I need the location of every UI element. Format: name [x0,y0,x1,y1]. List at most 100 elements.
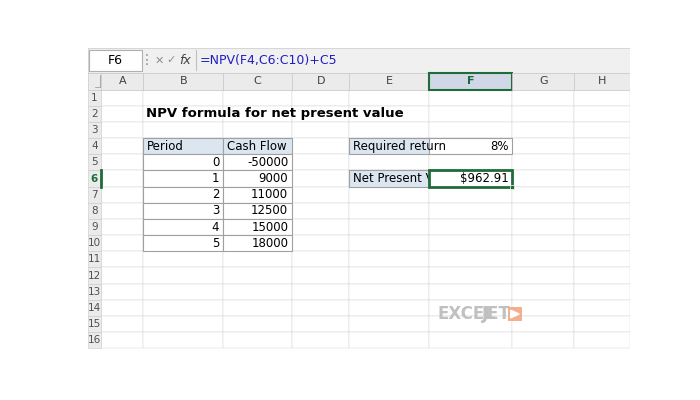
Bar [144,90,223,106]
Bar [349,284,429,300]
Bar [349,316,429,332]
Bar [88,332,102,348]
Bar [88,300,102,316]
Bar [223,235,292,251]
Bar [574,203,630,219]
Bar [574,235,630,251]
Bar [292,138,349,154]
Bar [144,106,223,122]
Bar [102,90,144,106]
Text: 11: 11 [88,254,101,264]
Bar [102,203,144,219]
Bar [292,235,349,251]
Text: JET: JET [482,305,511,323]
Bar [144,284,223,300]
Bar [292,284,349,300]
Bar [144,73,223,90]
Bar [512,73,574,90]
Text: F6: F6 [108,54,123,67]
Bar [88,316,102,332]
Bar [88,186,102,203]
Text: 12500: 12500 [251,204,288,217]
Bar [102,154,144,170]
Text: 2: 2 [211,188,219,201]
Bar [223,186,292,203]
Bar [144,219,223,235]
Bar [512,90,574,106]
Bar [88,106,102,122]
Text: 4: 4 [211,220,219,234]
Bar [292,268,349,284]
Text: 8: 8 [91,206,98,216]
Bar [144,186,223,203]
Bar [292,332,349,348]
Bar [223,73,292,90]
Bar [223,251,292,268]
Bar [574,219,630,235]
Bar [223,219,292,235]
Bar [574,332,630,348]
Bar [429,219,512,235]
Bar [88,138,102,154]
Bar [429,268,512,284]
Bar [88,203,102,219]
Bar [223,138,292,154]
Bar [144,170,223,186]
Text: fx: fx [179,54,191,67]
Bar [102,170,144,186]
Text: Period: Period [147,140,184,153]
Bar [89,50,141,71]
Text: 10: 10 [88,238,101,248]
Bar [429,251,512,268]
Bar [102,316,144,332]
Text: 3: 3 [91,125,98,135]
Bar [349,170,429,186]
Bar [512,154,574,170]
Text: =NPV(F4,C6:C10)+C5: =NPV(F4,C6:C10)+C5 [200,54,337,67]
Bar [512,284,574,300]
Bar [512,203,574,219]
Text: 0: 0 [212,156,219,169]
Bar [102,284,144,300]
Text: 1: 1 [91,93,98,103]
Bar [88,48,630,73]
Bar [102,251,144,268]
Bar [102,138,144,154]
Bar [429,90,512,106]
Text: 4: 4 [91,141,98,151]
Text: 5: 5 [212,237,219,250]
Text: 15000: 15000 [251,220,288,234]
Bar [144,235,223,251]
Text: 16: 16 [88,335,101,345]
Bar [574,73,630,90]
Bar [512,332,574,348]
Text: 9000: 9000 [258,172,288,185]
Bar [292,170,349,186]
Bar [574,106,630,122]
Bar [349,332,429,348]
Bar [292,73,349,90]
Bar [349,186,429,203]
Text: B: B [179,76,187,86]
Bar [102,332,144,348]
Bar [223,235,292,251]
Bar [223,268,292,284]
Bar [223,332,292,348]
Bar [349,219,429,235]
Bar [292,186,349,203]
Bar [144,138,223,154]
Bar [510,185,514,188]
Bar [223,122,292,138]
Bar [88,170,102,186]
Text: Net Present Value: Net Present Value [354,172,458,185]
Bar [574,154,630,170]
Text: EXCEL: EXCEL [437,305,495,323]
Bar [574,300,630,316]
Bar [574,186,630,203]
Bar [349,106,429,122]
Bar [349,300,429,316]
Bar [144,186,223,203]
Bar [144,316,223,332]
Bar [223,154,292,170]
Bar [88,219,102,235]
